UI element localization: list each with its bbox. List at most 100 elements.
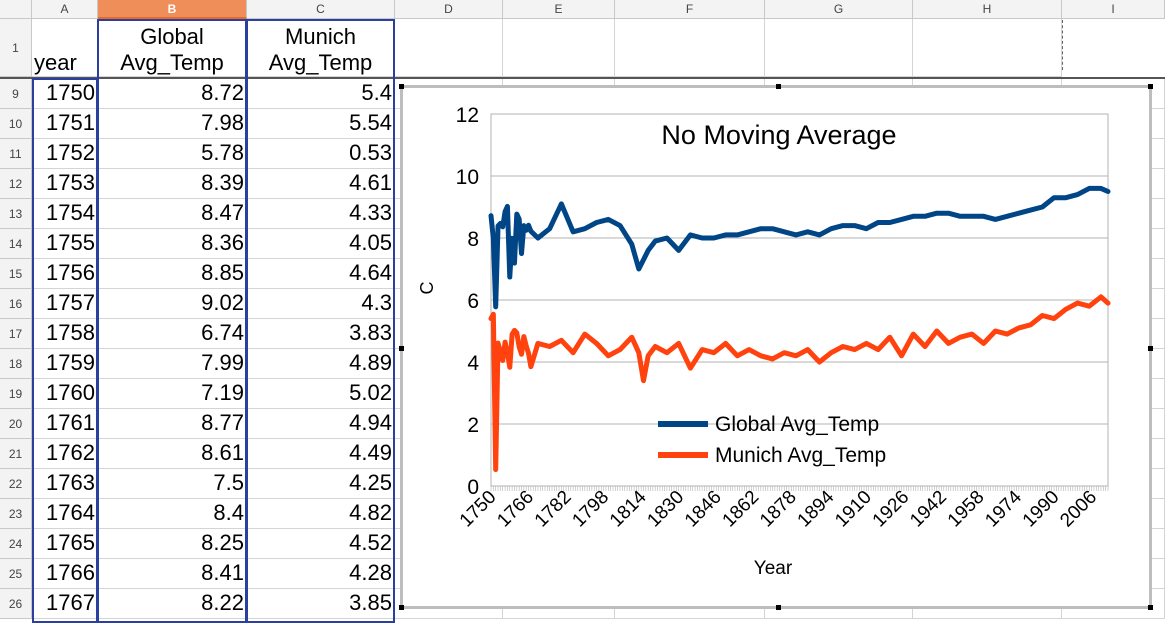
munich-temp-cell[interactable]: 4.89 <box>247 349 395 379</box>
global-temp-cell[interactable]: 7.99 <box>98 349 247 379</box>
global-temp-cell[interactable]: 8.39 <box>98 169 247 199</box>
row-header[interactable]: 16 <box>0 289 32 319</box>
munich-temp-cell[interactable]: 5.54 <box>247 109 395 139</box>
global-temp-cell[interactable]: 7.98 <box>98 109 247 139</box>
cell-a1[interactable]: year <box>32 19 98 77</box>
year-cell[interactable]: 1750 <box>32 79 98 109</box>
global-temp-cell[interactable]: 8.77 <box>98 409 247 439</box>
global-temp-cell[interactable]: 9.02 <box>98 289 247 319</box>
munich-temp-cell[interactable]: 4.49 <box>247 439 395 469</box>
row-header[interactable]: 25 <box>0 559 32 589</box>
row-header[interactable]: 21 <box>0 439 32 469</box>
year-cell[interactable]: 1760 <box>32 379 98 409</box>
column-header-c[interactable]: C <box>247 0 395 19</box>
global-temp-cell[interactable]: 7.5 <box>98 469 247 499</box>
global-temp-cell[interactable]: 8.85 <box>98 259 247 289</box>
resize-handle-tr[interactable] <box>1148 84 1153 89</box>
year-cell[interactable]: 1756 <box>32 259 98 289</box>
row-header[interactable]: 14 <box>0 229 32 259</box>
row-header-1[interactable]: 1 <box>0 19 32 77</box>
line-chart[interactable]: 0 2 4 6 8 10 12 1750 1766 1782 1798 1814 1830 1846 18… <box>399 84 1153 610</box>
resize-handle-tl[interactable] <box>399 84 404 89</box>
year-cell[interactable]: 1754 <box>32 199 98 229</box>
year-cell[interactable]: 1767 <box>32 589 98 619</box>
munich-temp-cell[interactable]: 4.64 <box>247 259 395 289</box>
global-temp-cell[interactable]: 7.19 <box>98 379 247 409</box>
year-cell[interactable]: 1755 <box>32 229 98 259</box>
resize-handle-tc[interactable] <box>776 84 781 89</box>
resize-handle-bc[interactable] <box>776 605 781 610</box>
cell-h1[interactable] <box>913 19 1062 77</box>
cell-e1[interactable] <box>503 19 615 77</box>
row-header[interactable]: 19 <box>0 379 32 409</box>
munich-temp-cell[interactable]: 4.25 <box>247 469 395 499</box>
row-header[interactable]: 12 <box>0 169 32 199</box>
row-header[interactable]: 18 <box>0 349 32 379</box>
munich-temp-cell[interactable]: 5.02 <box>247 379 395 409</box>
year-cell[interactable]: 1765 <box>32 529 98 559</box>
munich-temp-cell[interactable]: 3.83 <box>247 319 395 349</box>
global-temp-cell[interactable]: 8.41 <box>98 559 247 589</box>
year-cell[interactable]: 1757 <box>32 289 98 319</box>
munich-temp-cell[interactable]: 4.94 <box>247 409 395 439</box>
column-header-d[interactable]: D <box>395 0 503 19</box>
munich-temp-cell[interactable]: 4.82 <box>247 499 395 529</box>
column-header-h[interactable]: H <box>913 0 1062 19</box>
resize-handle-ml[interactable] <box>399 346 404 351</box>
year-cell[interactable]: 1766 <box>32 559 98 589</box>
row-header[interactable]: 22 <box>0 469 32 499</box>
global-temp-cell[interactable]: 5.78 <box>98 139 247 169</box>
global-temp-cell[interactable]: 8.47 <box>98 199 247 229</box>
column-header-b[interactable]: B <box>98 0 247 19</box>
resize-handle-bl[interactable] <box>399 605 404 610</box>
row-header[interactable]: 11 <box>0 139 32 169</box>
column-header-g[interactable]: G <box>765 0 913 19</box>
global-temp-cell[interactable]: 8.4 <box>98 499 247 529</box>
year-cell[interactable]: 1751 <box>32 109 98 139</box>
row-header[interactable]: 10 <box>0 109 32 139</box>
year-cell[interactable]: 1759 <box>32 349 98 379</box>
global-temp-cell[interactable]: 8.72 <box>98 79 247 109</box>
cell-f1[interactable] <box>615 19 765 77</box>
row-header[interactable]: 13 <box>0 199 32 229</box>
global-temp-cell[interactable]: 8.22 <box>98 589 247 619</box>
year-cell[interactable]: 1761 <box>32 409 98 439</box>
cell-g1[interactable] <box>765 19 913 77</box>
row-header[interactable]: 23 <box>0 499 32 529</box>
column-header-f[interactable]: F <box>615 0 765 19</box>
year-cell[interactable]: 1753 <box>32 169 98 199</box>
column-header-i[interactable]: I <box>1062 0 1165 19</box>
munich-temp-cell[interactable]: 4.05 <box>247 229 395 259</box>
year-cell[interactable]: 1764 <box>32 499 98 529</box>
global-temp-cell[interactable]: 8.25 <box>98 529 247 559</box>
row-header[interactable]: 24 <box>0 529 32 559</box>
row-header[interactable]: 17 <box>0 319 32 349</box>
munich-temp-cell[interactable]: 4.28 <box>247 559 395 589</box>
column-header-a[interactable]: A <box>32 0 98 19</box>
global-temp-cell[interactable]: 6.74 <box>98 319 247 349</box>
select-all-corner[interactable] <box>0 0 32 19</box>
munich-temp-cell[interactable]: 4.61 <box>247 169 395 199</box>
cell-b1[interactable]: Global Avg_Temp <box>98 19 247 77</box>
munich-temp-cell[interactable]: 3.85 <box>247 589 395 619</box>
munich-temp-cell[interactable]: 4.33 <box>247 199 395 229</box>
year-cell[interactable]: 1763 <box>32 469 98 499</box>
year-cell[interactable]: 1762 <box>32 439 98 469</box>
row-header[interactable]: 20 <box>0 409 32 439</box>
year-cell[interactable]: 1752 <box>32 139 98 169</box>
global-temp-cell[interactable]: 8.36 <box>98 229 247 259</box>
cell-d1[interactable] <box>395 19 503 77</box>
munich-temp-cell[interactable]: 4.3 <box>247 289 395 319</box>
column-header-e[interactable]: E <box>503 0 615 19</box>
munich-temp-cell[interactable]: 5.4 <box>247 79 395 109</box>
resize-handle-br[interactable] <box>1148 605 1153 610</box>
global-temp-cell[interactable]: 8.61 <box>98 439 247 469</box>
cell-c1[interactable]: Munich Avg_Temp <box>247 19 395 77</box>
row-header[interactable]: 26 <box>0 589 32 619</box>
row-header[interactable]: 9 <box>0 79 32 109</box>
row-header[interactable]: 15 <box>0 259 32 289</box>
year-cell[interactable]: 1758 <box>32 319 98 349</box>
munich-temp-cell[interactable]: 0.53 <box>247 139 395 169</box>
munich-temp-cell[interactable]: 4.52 <box>247 529 395 559</box>
resize-handle-mr[interactable] <box>1148 346 1153 351</box>
